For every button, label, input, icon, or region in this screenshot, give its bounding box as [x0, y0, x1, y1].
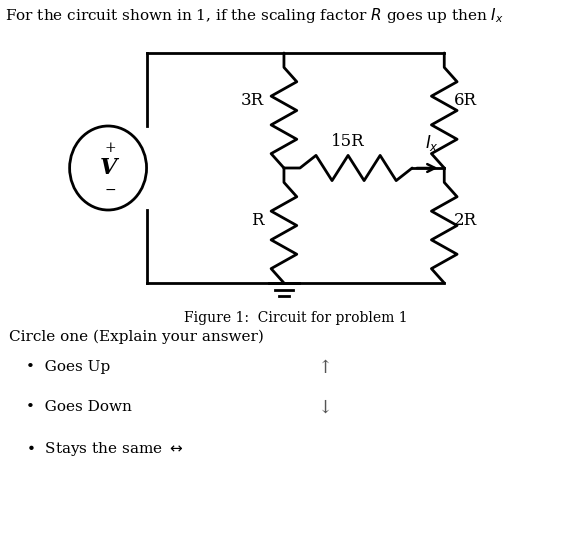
Text: ↓: ↓: [318, 399, 333, 417]
Text: 2R: 2R: [454, 212, 476, 229]
Text: Figure 1:  Circuit for problem 1: Figure 1: Circuit for problem 1: [183, 311, 407, 325]
Text: Circle one (Explain your answer): Circle one (Explain your answer): [9, 330, 264, 344]
Text: V: V: [100, 157, 117, 179]
Text: 6R: 6R: [454, 92, 476, 109]
Text: +: +: [104, 141, 115, 155]
Text: −: −: [104, 183, 115, 197]
Text: For the circuit shown in 1, if the scaling factor $R$ goes up then $I_x$: For the circuit shown in 1, if the scali…: [5, 6, 504, 25]
Text: R: R: [251, 212, 264, 229]
Text: $I_x$: $I_x$: [425, 133, 439, 153]
Text: 3R: 3R: [241, 92, 264, 109]
Text: •  Goes Down: • Goes Down: [26, 400, 131, 414]
Text: •  Stays the same $\leftrightarrow$: • Stays the same $\leftrightarrow$: [26, 440, 183, 458]
Text: •  Goes Up: • Goes Up: [26, 360, 110, 374]
Text: 15R: 15R: [331, 133, 365, 150]
Text: ↑: ↑: [318, 359, 333, 377]
